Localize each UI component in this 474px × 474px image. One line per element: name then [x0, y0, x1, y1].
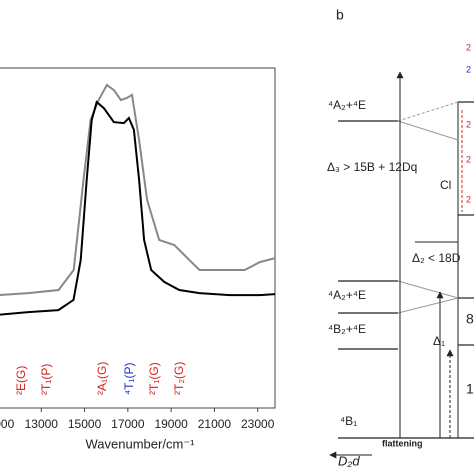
level-label: ⁴A₂+⁴E: [328, 98, 366, 112]
level-label: ⁴B₁: [340, 414, 357, 428]
cut-label: 2: [466, 64, 471, 74]
peak-label: ²T₁(G): [147, 362, 161, 395]
cut-label: 2: [466, 154, 471, 164]
cut-label: 1: [466, 381, 474, 397]
level-label: ⁴B₂+⁴E: [328, 322, 366, 336]
peak-label: ²E(G): [14, 366, 28, 395]
connector: [397, 120, 459, 141]
symmetry: D₂d: [338, 453, 360, 468]
peak-label: ²T₁(P): [39, 364, 53, 395]
delta3: Δ₃ > 15B + 12Dq: [327, 160, 417, 174]
energy-diagram: b ⁴A₂+⁴E ⁴A₂+⁴E ⁴B₂+⁴E ⁴B₁ Δ₃ > 15B + 12…: [327, 7, 474, 468]
x-tick-label: 15000: [68, 417, 102, 431]
level-label: ⁴A₂+⁴E: [328, 288, 366, 302]
cut-label: 2: [466, 42, 471, 52]
x-tick-label: 23000: [241, 417, 275, 431]
connector: [397, 297, 459, 314]
x-tick-label: 21000: [198, 417, 232, 431]
panel-label: b: [336, 7, 344, 23]
peak-label: ²T₂(G): [172, 362, 186, 395]
spectrum-line: [0, 83, 276, 296]
x-tick-label: 17000: [111, 417, 145, 431]
peak-label: ⁴T₁(P): [122, 362, 136, 395]
plot-frame: [0, 67, 276, 409]
cut-label: 2: [466, 119, 471, 129]
delta1: Δ₁: [433, 334, 445, 348]
x-tick-label: 19000: [154, 417, 188, 431]
cut-label: 2: [466, 194, 471, 204]
peak-label: ²A₁(G): [95, 362, 109, 395]
connector: [397, 101, 459, 122]
x-tick-label: 13000: [25, 417, 59, 431]
delta2: Δ₂ < 18D: [412, 251, 461, 265]
spectrum-plot: Wavenumber/cm⁻¹ 11000 13000 15000 17000 1900…: [0, 67, 276, 451]
cl-label: Cl: [440, 178, 451, 192]
x-tick-label: 11000: [0, 417, 15, 431]
connector: [397, 280, 459, 299]
cut-label: 8: [466, 311, 474, 327]
x-axis-label: Wavenumber/cm⁻¹: [86, 436, 196, 451]
flattening: flattening: [382, 438, 423, 448]
spectrum-line: [0, 100, 276, 316]
